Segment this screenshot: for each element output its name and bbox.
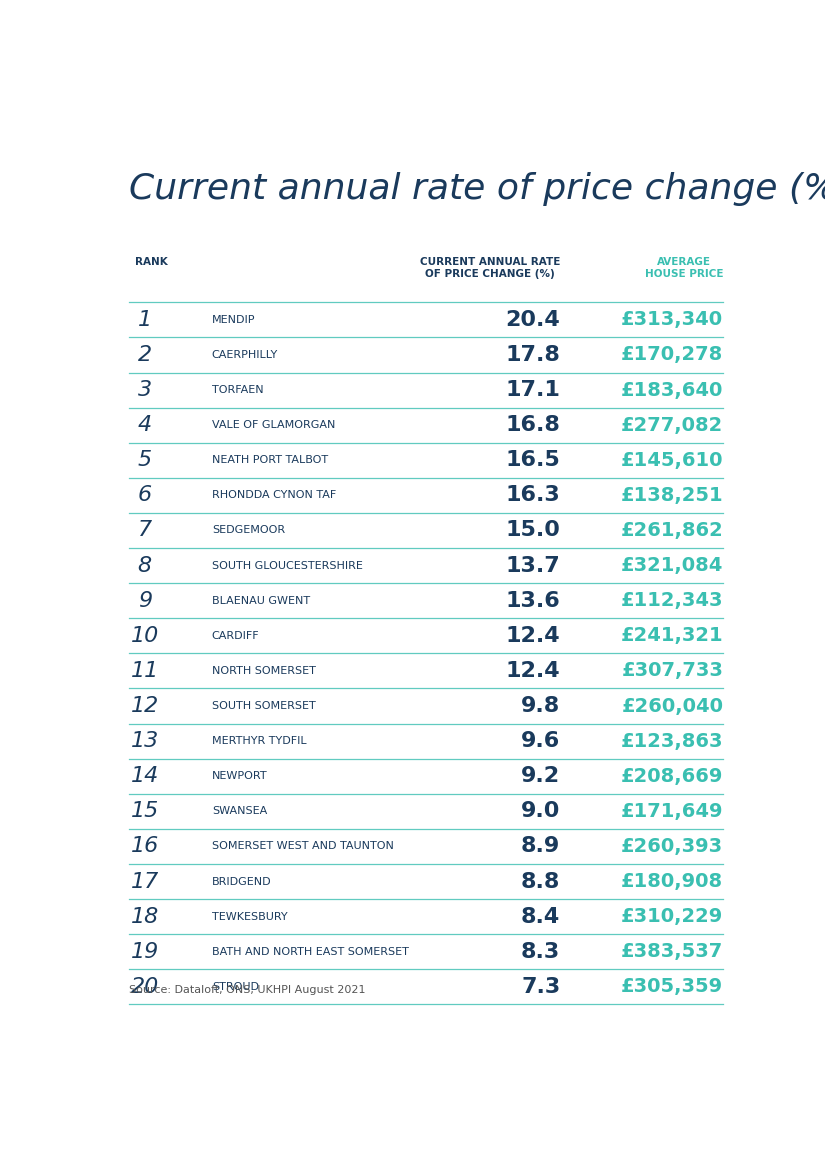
- Text: 3: 3: [138, 380, 152, 400]
- Text: CAERPHILLY: CAERPHILLY: [212, 350, 278, 360]
- Text: 8.9: 8.9: [521, 837, 560, 857]
- Text: £321,084: £321,084: [621, 556, 724, 575]
- Text: 17.1: 17.1: [506, 380, 560, 400]
- Text: RHONDDA CYNON TAF: RHONDDA CYNON TAF: [212, 490, 336, 500]
- Text: SOUTH GLOUCESTERSHIRE: SOUTH GLOUCESTERSHIRE: [212, 561, 363, 570]
- Text: £310,229: £310,229: [621, 907, 724, 926]
- Text: 16.3: 16.3: [506, 485, 560, 505]
- Text: £112,343: £112,343: [621, 592, 724, 610]
- Text: 12.4: 12.4: [506, 660, 560, 680]
- Text: 9.0: 9.0: [521, 801, 560, 822]
- Text: BLAENAU GWENT: BLAENAU GWENT: [212, 596, 310, 606]
- Text: £260,393: £260,393: [621, 837, 724, 856]
- Text: NORTH SOMERSET: NORTH SOMERSET: [212, 666, 316, 676]
- Text: 17: 17: [130, 872, 158, 892]
- Text: 4: 4: [138, 415, 152, 435]
- Text: 8.8: 8.8: [521, 872, 560, 892]
- Text: £170,278: £170,278: [621, 346, 724, 365]
- Text: £277,082: £277,082: [621, 416, 724, 435]
- Text: £208,669: £208,669: [621, 767, 724, 786]
- Text: £307,733: £307,733: [621, 662, 724, 680]
- Text: 8.4: 8.4: [521, 907, 560, 927]
- Text: £171,649: £171,649: [621, 802, 724, 821]
- Text: 16.5: 16.5: [506, 450, 560, 470]
- Text: 18: 18: [130, 907, 158, 927]
- Text: £183,640: £183,640: [621, 381, 724, 400]
- Text: £145,610: £145,610: [621, 451, 724, 470]
- Text: 20.4: 20.4: [506, 310, 560, 330]
- Text: SOUTH SOMERSET: SOUTH SOMERSET: [212, 701, 316, 711]
- Text: 7.3: 7.3: [521, 977, 560, 997]
- Text: £313,340: £313,340: [621, 310, 724, 330]
- Text: 13.7: 13.7: [506, 555, 560, 575]
- Text: £180,908: £180,908: [621, 872, 724, 891]
- Text: 9.8: 9.8: [521, 696, 560, 715]
- Text: 8.3: 8.3: [521, 942, 560, 962]
- Text: 20: 20: [130, 977, 158, 997]
- Text: 9: 9: [138, 590, 152, 610]
- Text: 13: 13: [130, 731, 158, 752]
- Text: 9.6: 9.6: [521, 731, 560, 752]
- Text: 6: 6: [138, 485, 152, 505]
- Text: SEDGEMOOR: SEDGEMOOR: [212, 526, 285, 535]
- Text: VALE OF GLAMORGAN: VALE OF GLAMORGAN: [212, 420, 335, 430]
- Text: 13.6: 13.6: [506, 590, 560, 610]
- Text: 19: 19: [130, 942, 158, 962]
- Text: 1: 1: [138, 310, 152, 330]
- Text: 2: 2: [138, 345, 152, 365]
- Text: 7: 7: [138, 520, 152, 540]
- Text: 12: 12: [130, 696, 158, 715]
- Text: 11: 11: [130, 660, 158, 680]
- Text: TEWKESBURY: TEWKESBURY: [212, 912, 287, 921]
- Text: 14: 14: [130, 766, 158, 787]
- Text: NEWPORT: NEWPORT: [212, 772, 267, 781]
- Text: CARDIFF: CARDIFF: [212, 631, 259, 641]
- Text: 5: 5: [138, 450, 152, 470]
- Text: SOMERSET WEST AND TAUNTON: SOMERSET WEST AND TAUNTON: [212, 842, 394, 851]
- Text: £138,251: £138,251: [620, 486, 724, 505]
- Text: 9.2: 9.2: [521, 766, 560, 787]
- Text: MENDIP: MENDIP: [212, 314, 255, 325]
- Text: BRIDGEND: BRIDGEND: [212, 877, 271, 886]
- Text: £123,863: £123,863: [621, 732, 724, 750]
- Text: Current annual rate of price change (%): Current annual rate of price change (%): [129, 172, 825, 206]
- Text: AVERAGE
HOUSE PRICE: AVERAGE HOUSE PRICE: [645, 257, 724, 279]
- Text: BATH AND NORTH EAST SOMERSET: BATH AND NORTH EAST SOMERSET: [212, 947, 408, 956]
- Text: 15: 15: [130, 801, 158, 822]
- Text: £241,321: £241,321: [620, 627, 724, 645]
- Text: 12.4: 12.4: [506, 625, 560, 645]
- Text: 16: 16: [130, 837, 158, 857]
- Text: £383,537: £383,537: [621, 942, 724, 961]
- Text: 17.8: 17.8: [506, 345, 560, 365]
- Text: 15.0: 15.0: [506, 520, 560, 540]
- Text: RANK: RANK: [135, 257, 167, 268]
- Text: 8: 8: [138, 555, 152, 575]
- Text: 16.8: 16.8: [506, 415, 560, 435]
- Text: £305,359: £305,359: [621, 977, 724, 996]
- Text: 10: 10: [130, 625, 158, 645]
- Text: SWANSEA: SWANSEA: [212, 807, 267, 816]
- Text: Source: Dataloft, ONS, UKHPI August 2021: Source: Dataloft, ONS, UKHPI August 2021: [129, 985, 365, 996]
- Text: TORFAEN: TORFAEN: [212, 385, 263, 395]
- Text: NEATH PORT TALBOT: NEATH PORT TALBOT: [212, 455, 328, 465]
- Text: £260,040: £260,040: [621, 697, 724, 715]
- Text: £261,862: £261,862: [620, 521, 724, 540]
- Text: CURRENT ANNUAL RATE
OF PRICE CHANGE (%): CURRENT ANNUAL RATE OF PRICE CHANGE (%): [420, 257, 560, 279]
- Text: MERTHYR TYDFIL: MERTHYR TYDFIL: [212, 736, 306, 746]
- Text: STROUD: STROUD: [212, 982, 259, 991]
